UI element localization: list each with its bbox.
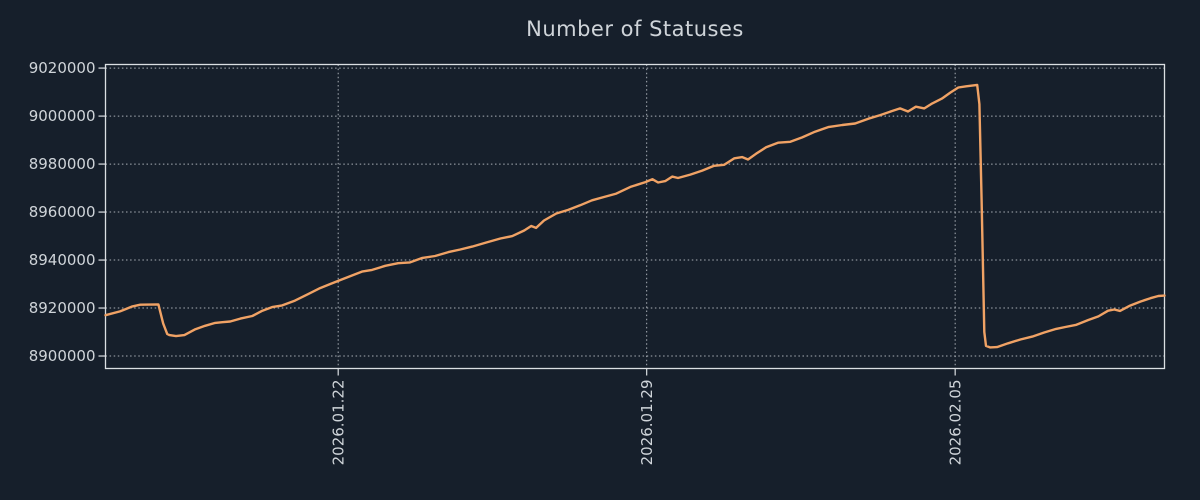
series-line bbox=[104, 83, 1166, 349]
tick-label-y: 8960000 bbox=[29, 203, 96, 221]
plot-border bbox=[104, 63, 1166, 370]
tick-label-y: 8940000 bbox=[29, 251, 96, 269]
tick-label-y: 8980000 bbox=[29, 155, 96, 173]
tick-label-y: 8900000 bbox=[29, 347, 96, 365]
tick-label-y: 9020000 bbox=[29, 59, 96, 77]
tick-label-y: 8920000 bbox=[29, 299, 96, 317]
tick-label-x: 2026.02.05 bbox=[947, 380, 965, 466]
chart-title: Number of Statuses bbox=[526, 17, 744, 41]
tick-label-x: 2026.01.29 bbox=[638, 380, 656, 466]
tick-label-y: 9000000 bbox=[29, 107, 96, 125]
tick-label-x: 2026.01.22 bbox=[330, 380, 348, 466]
